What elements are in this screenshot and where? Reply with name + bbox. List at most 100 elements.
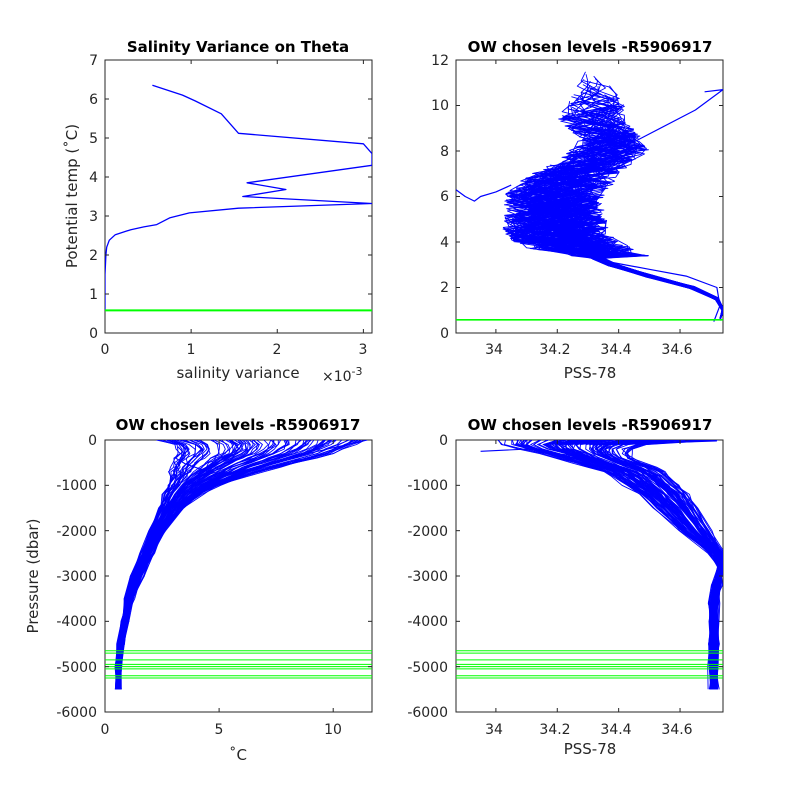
y-tick-label: -4000 bbox=[56, 614, 97, 630]
multiplier-base: ×10 bbox=[322, 369, 352, 385]
x-axis: 0 5 10 ˚C bbox=[101, 722, 342, 764]
x-axis: 34 34.2 34.4 34.6 PSS-78 bbox=[485, 342, 693, 382]
x-axis-label: PSS-78 bbox=[564, 364, 617, 382]
x-tick-label: 0 bbox=[101, 342, 110, 358]
theta-salinity-profile bbox=[587, 255, 721, 322]
y-tick-label: 0 bbox=[440, 326, 449, 342]
temperature-profile bbox=[175, 446, 208, 473]
salinity-profile bbox=[515, 440, 719, 690]
plot-data bbox=[104, 59, 372, 334]
y-tick-label: -1000 bbox=[56, 478, 97, 494]
y-tick-label: 12 bbox=[431, 53, 449, 69]
panel-pressure-temperature: OW chosen levels -R5906917 0 5 10 ˚C -60… bbox=[24, 416, 373, 764]
salinity-profile bbox=[631, 440, 723, 690]
plot-area bbox=[456, 71, 723, 322]
y-tick-label: 8 bbox=[440, 144, 449, 160]
plot-frame bbox=[455, 439, 724, 713]
plot-frame bbox=[104, 439, 373, 713]
y-tick-label: -1000 bbox=[407, 478, 448, 494]
plot-data bbox=[456, 59, 723, 334]
y-tick-label: -2000 bbox=[407, 524, 448, 540]
temperature-profile bbox=[117, 440, 208, 690]
y-axis: 0 1 2 3 4 5 6 7 Potential temp (˚C) bbox=[63, 53, 98, 342]
y-tick-label: -2000 bbox=[56, 524, 97, 540]
y-tick-label: -5000 bbox=[56, 660, 97, 676]
y-tick-label: -3000 bbox=[407, 569, 448, 585]
chart-title: OW chosen levels -R5906917 bbox=[116, 416, 361, 434]
y-axis: 0 2 4 6 8 10 12 bbox=[431, 53, 449, 342]
y-tick-label: 6 bbox=[440, 189, 449, 205]
salinity-profile bbox=[533, 440, 723, 690]
plot-area bbox=[456, 440, 723, 690]
y-axis: -6000 -5000 -4000 -3000 -2000 -1000 0 Pr… bbox=[24, 433, 97, 721]
salinity-profile bbox=[480, 448, 721, 690]
y-tick-label: 6 bbox=[89, 92, 98, 108]
x-tick-label: 10 bbox=[324, 722, 342, 738]
y-tick-label: -5000 bbox=[407, 660, 448, 676]
x-tick-label: 1 bbox=[187, 342, 196, 358]
y-tick-label: -6000 bbox=[407, 705, 448, 721]
chart-title: OW chosen levels -R5906917 bbox=[468, 38, 713, 56]
panel-salinity-variance: Salinity Variance on Theta 0 1 2 3 salin… bbox=[63, 38, 373, 385]
salinity-profile bbox=[557, 440, 717, 446]
y-tick-label: -3000 bbox=[56, 569, 97, 585]
salinity-profile bbox=[543, 440, 720, 690]
temperature-profile bbox=[118, 440, 308, 690]
x-axis-label: ˚C bbox=[229, 746, 247, 764]
y-tick-label: 0 bbox=[89, 326, 98, 342]
x-axis-label: PSS-78 bbox=[564, 740, 617, 758]
x-tick-label: 34.6 bbox=[661, 342, 692, 358]
x-tick-label: 2 bbox=[273, 342, 282, 358]
temperature-profile bbox=[117, 440, 368, 690]
temperature-profile bbox=[117, 440, 359, 690]
y-axis-label: Potential temp (˚C) bbox=[63, 124, 81, 268]
y-tick-label: 0 bbox=[439, 433, 448, 449]
y-tick-label: 1 bbox=[89, 287, 98, 303]
x-axis: 0 1 2 3 salinity variance ×10-3 bbox=[101, 342, 368, 385]
x-axis: 34 34.2 34.4 34.6 PSS-78 bbox=[485, 722, 693, 758]
x-tick-label: 34.6 bbox=[661, 722, 692, 738]
y-tick-label: 5 bbox=[89, 131, 98, 147]
salinity-profile bbox=[595, 440, 722, 690]
y-tick-label: 2 bbox=[440, 280, 449, 296]
x-axis-label: salinity variance bbox=[176, 364, 299, 382]
x-tick-label: 3 bbox=[359, 342, 368, 358]
y-tick-label: -4000 bbox=[407, 614, 448, 630]
plot-data bbox=[456, 439, 723, 713]
x-tick-label: 34 bbox=[485, 722, 503, 738]
chart-title: OW chosen levels -R5906917 bbox=[468, 416, 713, 434]
y-axis: -6000 -5000 -4000 -3000 -2000 -1000 0 bbox=[407, 433, 448, 721]
y-tick-label: 4 bbox=[440, 235, 449, 251]
y-tick-label: 7 bbox=[89, 53, 98, 69]
x-tick-label: 0 bbox=[101, 722, 110, 738]
temperature-profile bbox=[115, 440, 343, 690]
x-tick-label: 34.2 bbox=[539, 342, 570, 358]
y-axis-label: Pressure (dbar) bbox=[24, 519, 42, 634]
panel-pressure-salinity: OW chosen levels -R5906917 34 34.2 34.4 … bbox=[407, 416, 724, 758]
salinity-profile bbox=[626, 440, 723, 690]
x-axis-multiplier: ×10-3 bbox=[322, 365, 363, 385]
y-tick-label: 2 bbox=[89, 248, 98, 264]
theta-salinity-profile bbox=[505, 96, 723, 319]
y-tick-label: 0 bbox=[88, 433, 97, 449]
x-tick-label: 5 bbox=[215, 722, 224, 738]
plot-area bbox=[105, 84, 372, 312]
chart-title: Salinity Variance on Theta bbox=[127, 38, 349, 56]
x-tick-label: 34.4 bbox=[600, 722, 631, 738]
theta-salinity-profile bbox=[587, 88, 723, 161]
plot-data bbox=[104, 439, 372, 713]
y-tick-label: -6000 bbox=[56, 705, 97, 721]
plot-area bbox=[105, 440, 372, 690]
y-tick-label: 3 bbox=[89, 209, 98, 225]
plot-frame bbox=[104, 59, 373, 334]
temperature-profile bbox=[116, 440, 263, 690]
panel-theta-salinity: OW chosen levels -R5906917 34 34.2 34.4 … bbox=[431, 38, 724, 382]
x-tick-label: 34 bbox=[485, 342, 503, 358]
variance-profile bbox=[105, 84, 372, 310]
y-tick-label: 10 bbox=[431, 98, 449, 114]
x-tick-label: 34.2 bbox=[539, 722, 570, 738]
x-tick-label: 34.4 bbox=[600, 342, 631, 358]
theta-salinity-profile bbox=[456, 184, 512, 202]
multiplier-exponent: -3 bbox=[352, 365, 363, 378]
